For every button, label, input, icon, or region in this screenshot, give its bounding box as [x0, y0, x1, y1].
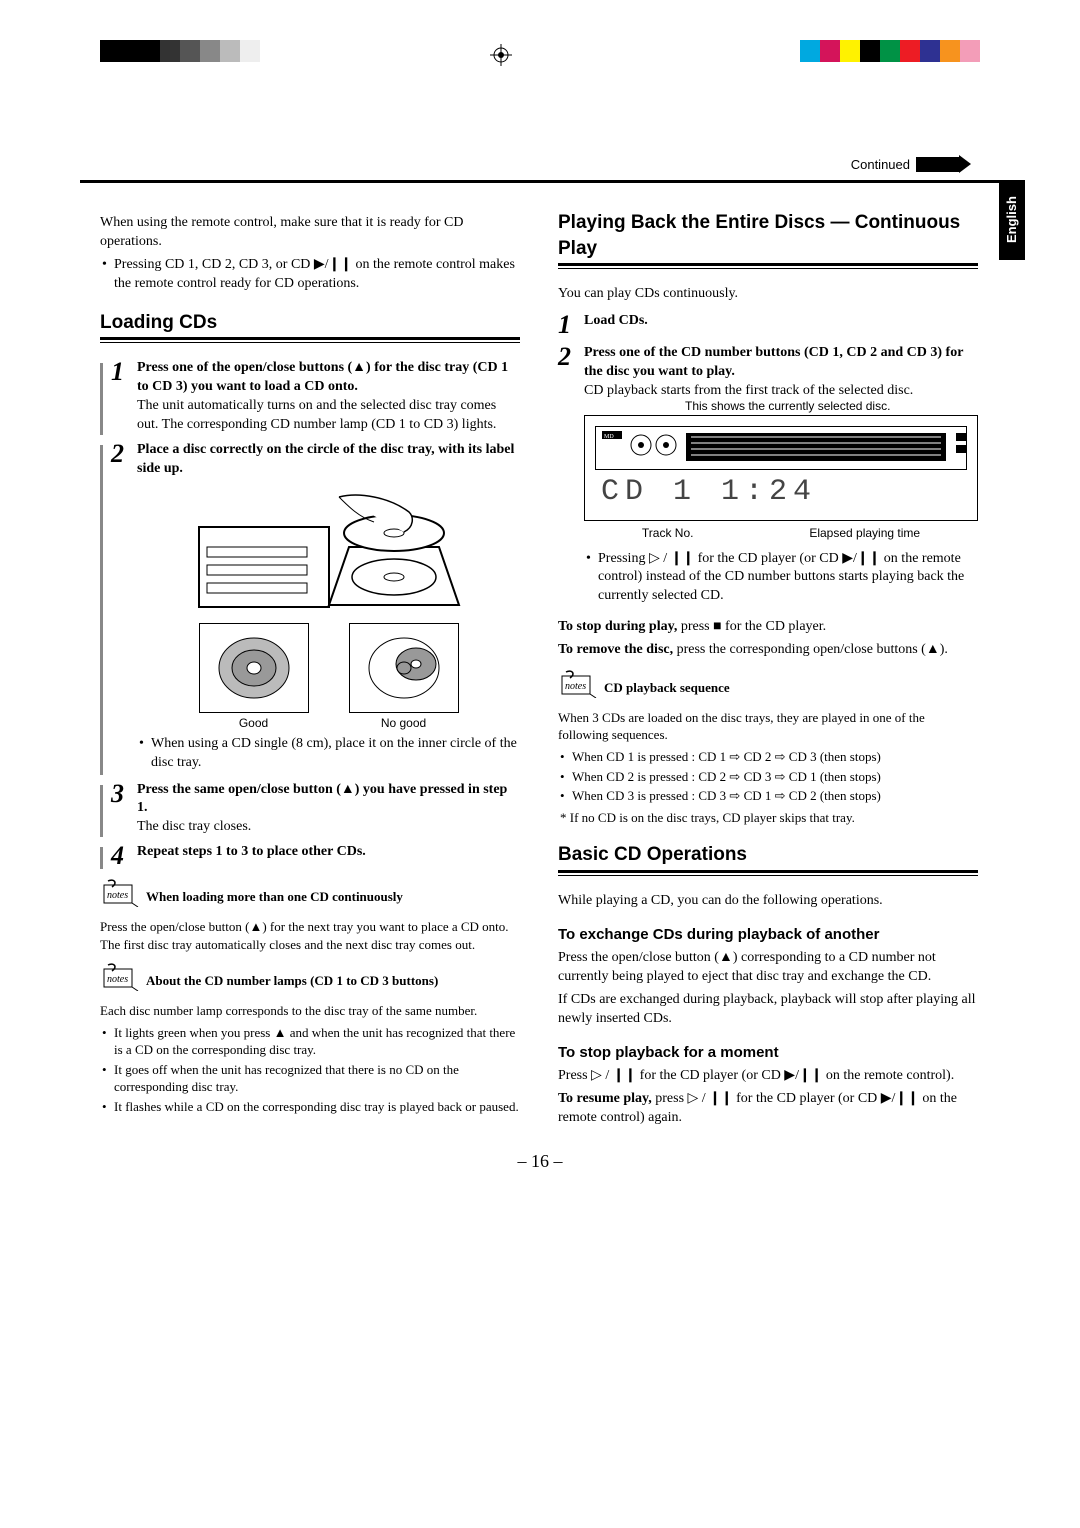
continuous-intro: You can play CDs continuously. [558, 285, 978, 304]
sub2-title: To stop playback for a moment [558, 1043, 978, 1063]
section-rule [100, 337, 520, 343]
registration-marks [0, 40, 1080, 70]
sub1-p1: Press the open/close button (▲) correspo… [558, 949, 978, 987]
reg-swatches-left [100, 40, 260, 62]
time-caption: Elapsed playing time [809, 525, 920, 541]
page-number: – 16 – [100, 1149, 980, 1173]
step-number: 3 [111, 781, 129, 838]
disc-bad-caption: No good [349, 715, 459, 731]
right-column: Playing Back the Entire Discs — Continuo… [558, 210, 978, 1131]
svg-text:notes: notes [107, 890, 128, 901]
step-bold: Press one of the CD number buttons (CD 1… [584, 345, 963, 379]
step-number: 2 [111, 441, 129, 775]
display-illustration: This shows the currently selected disc. … [584, 415, 978, 522]
language-tab: English [999, 180, 1025, 260]
page-top-rule [80, 180, 1000, 183]
notes-icon: notes [100, 963, 140, 998]
press-bullet: Pressing ▷ / ❙❙ for the CD player (or CD… [584, 550, 978, 607]
step-bold: Load CDs. [584, 313, 648, 328]
continuous-heading: Playing Back the Entire Discs — Continuo… [558, 210, 978, 261]
sub2-p1: Press ▷ / ❙❙ for the CD player (or CD ▶/… [558, 1067, 978, 1086]
section-rule [558, 870, 978, 876]
svg-text:notes: notes [107, 974, 128, 985]
basic-intro: While playing a CD, you can do the follo… [558, 892, 978, 911]
basic-heading: Basic CD Operations [558, 842, 978, 868]
step-rest: The unit automatically turns on and the … [137, 398, 496, 432]
notes-body: Each disc number lamp corresponds to the… [100, 1002, 520, 1020]
step-number: 1 [111, 359, 129, 435]
step-number: 2 [558, 344, 576, 608]
left-column: When using the remote control, make sure… [100, 210, 520, 1131]
track-caption: Track No. [642, 525, 694, 541]
loading-heading: Loading CDs [100, 310, 520, 336]
notes-bullet: It goes off when the unit has recognized… [100, 1061, 520, 1096]
notes-body: When 3 CDs are loaded on the disc trays,… [558, 709, 978, 744]
single-cd-note: When using a CD single (8 cm), place it … [137, 735, 520, 773]
stop-bold: To stop during play, [558, 619, 677, 634]
step-bold: Press the same open/close button (▲) you… [137, 782, 507, 816]
step-rest: CD playback starts from the first track … [584, 383, 913, 398]
stop-rest: press ■ for the CD player. [681, 619, 826, 634]
step-number: 4 [111, 843, 129, 869]
svg-text:notes: notes [565, 681, 586, 692]
seq-star: If no CD is on the disc trays, CD player… [570, 810, 855, 825]
intro-text: When using the remote control, make sure… [100, 214, 520, 252]
continued-label: Continued [851, 156, 960, 174]
section-rule [558, 263, 978, 269]
disc-good-illustration [199, 623, 309, 713]
step-bold: Repeat steps 1 to 3 to place other CDs. [137, 844, 366, 859]
sub1-title: To exchange CDs during playback of anoth… [558, 925, 978, 945]
seq-bullet: When CD 3 is pressed : CD 3 ⇨ CD 1 ⇨ CD … [558, 787, 978, 805]
step-bar [100, 785, 103, 838]
notes-icon: notes [100, 879, 140, 914]
notes-icon: notes [558, 670, 598, 705]
seq-bullet: When CD 2 is pressed : CD 2 ⇨ CD 3 ⇨ CD … [558, 768, 978, 786]
svg-text:MD: MD [604, 434, 614, 440]
seq-bullet: When CD 1 is pressed : CD 1 ⇨ CD 2 ⇨ CD … [558, 748, 978, 766]
notes-bullet: It flashes while a CD on the correspondi… [100, 1098, 520, 1116]
reg-swatches-right [800, 40, 980, 62]
step-bar [100, 363, 103, 435]
disc-good-caption: Good [199, 715, 309, 731]
notes-title: About the CD number lamps (CD 1 to CD 3 … [146, 972, 438, 990]
notes-bullet: It lights green when you press ▲ and whe… [100, 1024, 520, 1059]
display-icon-band: MD [595, 426, 967, 470]
remove-bold: To remove the disc, [558, 642, 673, 657]
disc-bad-illustration [349, 623, 459, 713]
sub1-p2: If CDs are exchanged during playback, pl… [558, 991, 978, 1029]
step-bold: Press one of the open/close buttons (▲) … [137, 360, 508, 394]
step-rest: The disc tray closes. [137, 819, 251, 834]
notes-title: When loading more than one CD continuous… [146, 888, 403, 906]
continued-arrow-icon [916, 157, 960, 172]
step-bar [100, 847, 103, 869]
intro-bullet: Pressing CD 1, CD 2, CD 3, or CD ▶/❙❙ on… [100, 256, 520, 294]
step-bar [100, 445, 103, 775]
notes-body: Press the open/close button (▲) for the … [100, 918, 520, 953]
resume-bold: To resume play, [558, 1091, 652, 1106]
notes-title: CD playback sequence [604, 679, 730, 697]
remove-rest: press the corresponding open/close butto… [673, 642, 948, 657]
step-number: 1 [558, 312, 576, 338]
step-bold: Place a disc correctly on the circle of … [137, 442, 514, 476]
cd-insert-illustration [189, 487, 469, 617]
display-hint: This shows the currently selected disc. [685, 398, 890, 414]
continued-text: Continued [851, 156, 910, 174]
crosshair-icon [490, 44, 512, 72]
display-segment-text: CD 1 1:24 [595, 470, 967, 515]
